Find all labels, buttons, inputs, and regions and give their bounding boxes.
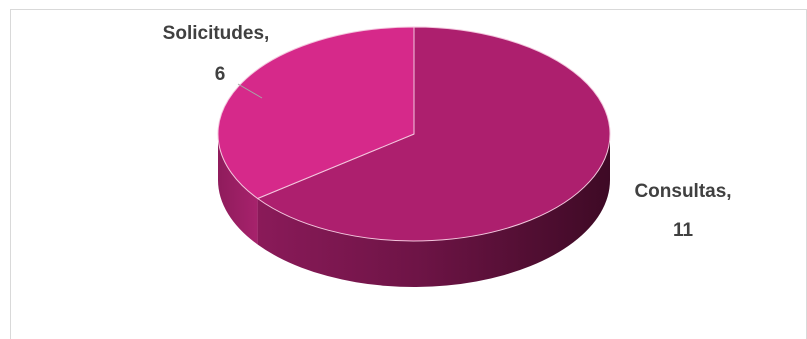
label-consultas-name: Consultas, — [634, 181, 731, 202]
label-solicitudes-value: 6 — [215, 64, 226, 85]
pie-tops — [218, 27, 610, 241]
label-consultas-value: 11 — [673, 220, 694, 241]
label-solicitudes-name: Solicitudes, — [163, 23, 270, 44]
